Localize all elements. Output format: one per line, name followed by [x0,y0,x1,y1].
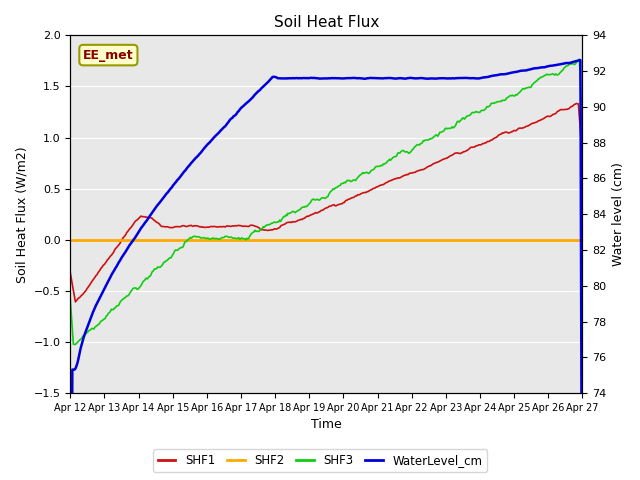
Title: Soil Heat Flux: Soil Heat Flux [274,15,379,30]
X-axis label: Time: Time [311,419,342,432]
Text: EE_met: EE_met [83,48,134,61]
Y-axis label: Soil Heat Flux (W/m2): Soil Heat Flux (W/m2) [15,146,28,283]
Legend: SHF1, SHF2, SHF3, WaterLevel_cm: SHF1, SHF2, SHF3, WaterLevel_cm [153,449,487,472]
Y-axis label: Water level (cm): Water level (cm) [612,162,625,266]
